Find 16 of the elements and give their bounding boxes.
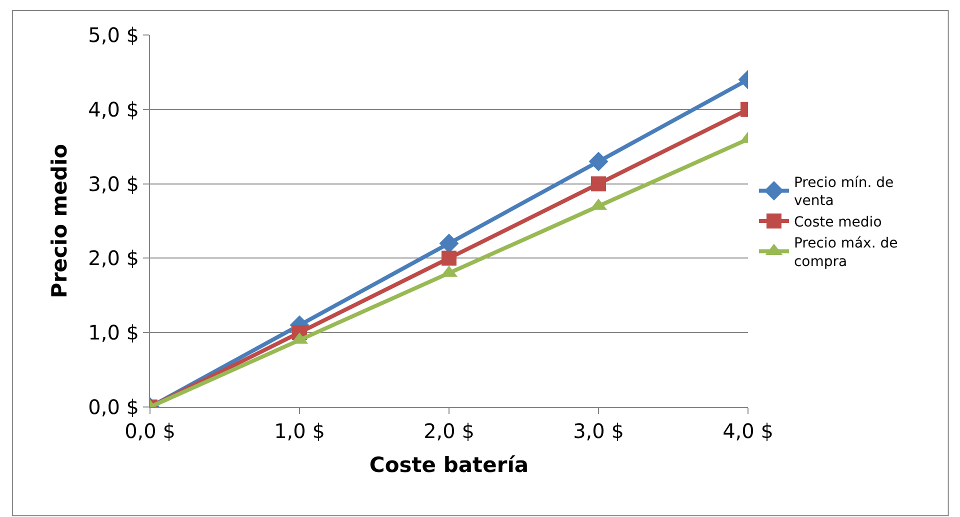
x-axis-title: Coste batería — [369, 453, 529, 478]
x-tick-label: 4,0 $ — [722, 419, 774, 443]
x-tick-label: 2,0 $ — [424, 419, 474, 443]
x-tick-label: 1,0 $ — [274, 419, 325, 443]
y-tick-label: 1,0 $ — [88, 320, 139, 345]
legend-label: Coste medio — [794, 214, 882, 230]
y-axis-title: Precio medio — [47, 144, 72, 298]
x-tick-label: 3,0 $ — [573, 419, 624, 443]
y-tick-label: 4,0 $ — [88, 97, 139, 122]
x-tick-label: 0,0 $ — [124, 419, 176, 443]
legend-label: Precio máx. de compra — [794, 236, 898, 270]
y-tick-label: 3,0 $ — [88, 172, 139, 196]
y-tick-label: 5,0 $ — [88, 23, 139, 47]
y-tick-label: 2,0 $ — [88, 246, 139, 270]
y-tick-label: 0,0 $ — [88, 395, 139, 419]
legend-label: Precio mín. de venta — [794, 175, 894, 210]
